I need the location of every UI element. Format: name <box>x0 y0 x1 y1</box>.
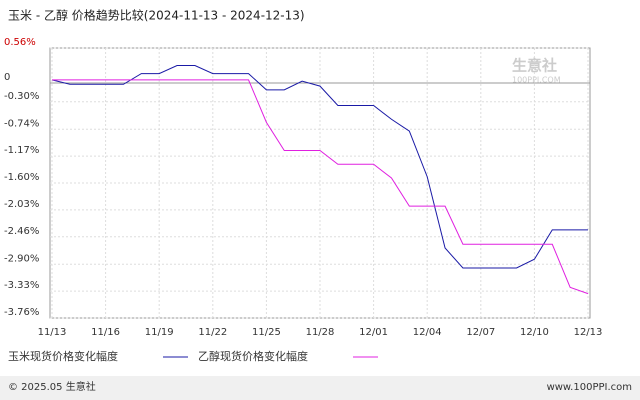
watermark-sub: 100PPI.COM <box>512 76 561 85</box>
y-tick-label: -2.90% <box>4 253 39 264</box>
x-tick-label: 11/22 <box>198 327 227 338</box>
x-tick-label: 12/10 <box>520 327 549 338</box>
y-tick-label: -2.03% <box>4 199 39 210</box>
x-tick-label: 11/25 <box>252 327 281 338</box>
y-tick-label: -3.33% <box>4 280 39 291</box>
x-tick-label: 11/19 <box>145 327 174 338</box>
footer-right: www.100PPI.com <box>547 382 632 393</box>
x-tick-label: 11/13 <box>38 327 67 338</box>
x-tick-label: 12/04 <box>413 327 442 338</box>
series-line <box>52 79 589 295</box>
y-tick-label: -1.60% <box>4 172 39 183</box>
footer-band <box>0 376 640 400</box>
y-tick-label: -0.30% <box>4 91 39 102</box>
x-tick-label: 12/07 <box>466 327 495 338</box>
x-tick-label: 12/13 <box>574 327 603 338</box>
y-tick-label: 0 <box>4 72 10 83</box>
chart-title: 玉米 - 乙醇 价格趋势比较(2024-11-13 - 2024-12-13) <box>8 8 305 23</box>
x-tick-label: 12/01 <box>359 327 388 338</box>
series-line <box>51 65 588 269</box>
y-tick-label: -3.76% <box>4 307 39 318</box>
x-tick-label: 11/28 <box>306 327 335 338</box>
y-tick-label: -2.46% <box>4 226 39 237</box>
footer-left: © 2025.05 生意社 <box>8 380 96 393</box>
legend-label: 玉米现货价格变化幅度 <box>8 349 118 363</box>
y-tick-label: -0.74% <box>4 118 39 129</box>
y-tick-label: 0.56% <box>4 37 36 48</box>
legend-label: 乙醇现货价格变化幅度 <box>198 349 308 363</box>
y-tick-label: -1.17% <box>4 145 39 156</box>
x-tick-label: 11/16 <box>91 327 120 338</box>
